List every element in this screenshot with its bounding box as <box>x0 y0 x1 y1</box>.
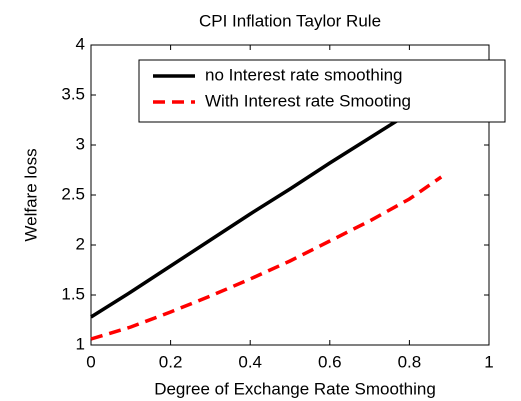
x-tick-label: 0.2 <box>159 352 183 371</box>
chart-title: CPI Inflation Taylor Rule <box>199 11 381 30</box>
data-line <box>90 175 443 341</box>
x-tick-label: 1 <box>484 352 493 371</box>
legend-label: no Interest rate smoothing <box>205 65 403 84</box>
y-tick-label: 2 <box>76 234 85 253</box>
legend-box <box>138 59 506 123</box>
x-tick-label: 0.4 <box>238 352 262 371</box>
y-tick-label: 1 <box>76 334 85 353</box>
x-axis-label: Degree of Exchange Rate Smoothing <box>154 379 436 398</box>
x-tick-label: 0.8 <box>398 352 422 371</box>
y-tick-label: 1.5 <box>61 284 85 303</box>
x-tick-label: 0.6 <box>318 352 342 371</box>
data-line <box>90 91 443 319</box>
y-tick-label: 3.5 <box>61 84 85 103</box>
legend-label: With Interest rate Smooting <box>205 91 411 110</box>
y-tick-label: 4 <box>76 34 85 53</box>
y-tick-label: 3 <box>76 134 85 153</box>
y-axis-label: Welfare loss <box>21 148 40 241</box>
y-tick-label: 2.5 <box>61 184 85 203</box>
x-tick-label: 0 <box>86 352 95 371</box>
